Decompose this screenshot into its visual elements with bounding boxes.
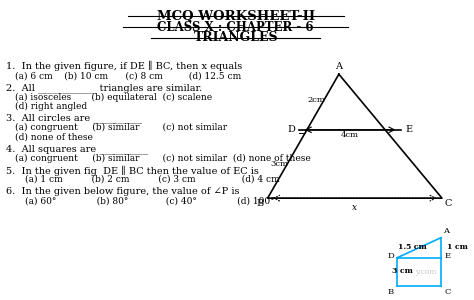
Text: 3cm: 3cm xyxy=(270,160,288,168)
Text: A: A xyxy=(443,227,449,235)
Text: x: x xyxy=(352,203,357,212)
Text: C: C xyxy=(445,288,451,296)
Text: 3 cm: 3 cm xyxy=(392,267,413,275)
Text: 2.  All ____________ triangles are similar.: 2. All ____________ triangles are simila… xyxy=(6,83,202,93)
Text: A: A xyxy=(336,61,342,70)
Text: CLASS X : CHAPTER - 6: CLASS X : CHAPTER - 6 xyxy=(157,21,314,34)
Text: 1.5 cm: 1.5 cm xyxy=(398,243,427,250)
Text: 3.  All circles are __________: 3. All circles are __________ xyxy=(6,114,142,123)
Text: (a) 1 cm          (b) 2 cm          (c) 3 cm                (d) 4 cm: (a) 1 cm (b) 2 cm (c) 3 cm (d) 4 cm xyxy=(25,175,280,184)
Text: E: E xyxy=(445,252,451,260)
Text: 1.  In the given figure, if DE ∥ BC, then x equals: 1. In the given figure, if DE ∥ BC, then… xyxy=(6,61,242,71)
Text: (a) congruent     (b) similar        (c) not similar: (a) congruent (b) similar (c) not simila… xyxy=(16,123,228,132)
Text: (d) right angled: (d) right angled xyxy=(16,102,88,111)
Text: y.com: y.com xyxy=(415,268,437,277)
Text: D: D xyxy=(287,125,295,134)
Text: B: B xyxy=(256,199,264,208)
Text: D: D xyxy=(388,252,394,260)
Text: (a) 6 cm    (b) 10 cm      (c) 8 cm         (d) 12.5 cm: (a) 6 cm (b) 10 cm (c) 8 cm (d) 12.5 cm xyxy=(16,71,242,80)
Text: 2cm: 2cm xyxy=(308,96,325,104)
Text: (a) congruent     (b) similar        (c) not similar  (d) none of these: (a) congruent (b) similar (c) not simila… xyxy=(16,154,311,163)
Text: (d) none of these: (d) none of these xyxy=(16,132,93,141)
Text: 4cm: 4cm xyxy=(341,130,359,139)
Text: C: C xyxy=(445,199,452,208)
Text: E: E xyxy=(406,125,413,134)
Text: 5.  In the given fig  DE ∥ BC then the value of EC is: 5. In the given fig DE ∥ BC then the val… xyxy=(6,166,259,176)
Text: (a) 60°              (b) 80°             (c) 40°              (d) 100°: (a) 60° (b) 80° (c) 40° (d) 100° xyxy=(25,196,274,206)
Text: 1 cm: 1 cm xyxy=(447,243,467,250)
Text: MCQ WORKSHEET-II: MCQ WORKSHEET-II xyxy=(157,10,315,23)
Text: TRIANGLES: TRIANGLES xyxy=(193,31,278,44)
Text: B: B xyxy=(388,288,394,296)
Text: 6.  In the given below figure, the value of ∠P is: 6. In the given below figure, the value … xyxy=(6,187,239,196)
Text: 4.  All squares are __________: 4. All squares are __________ xyxy=(6,144,148,154)
Text: (a) isosceles       (b) equilateral  (c) scalene: (a) isosceles (b) equilateral (c) scalen… xyxy=(16,93,212,102)
